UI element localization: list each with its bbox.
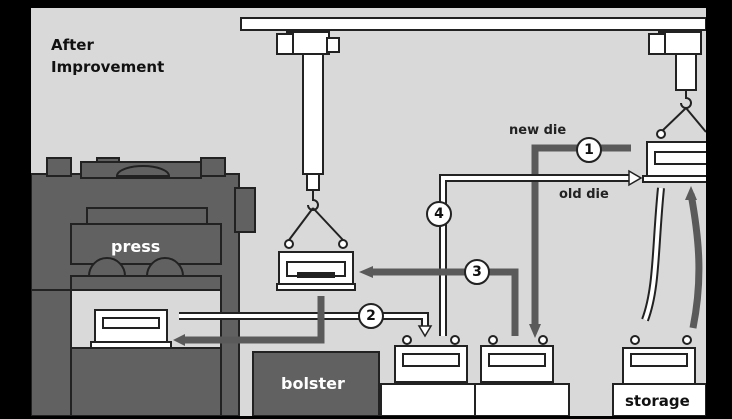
storage-label: storage — [625, 392, 690, 410]
step-4: 4 — [426, 201, 452, 227]
step-2-number: 2 — [366, 308, 376, 324]
press-label: press — [111, 237, 160, 256]
flow-arrow-to-crane — [359, 266, 519, 336]
die-change-diagram: After Improvement — [31, 17, 706, 416]
die-cart-2 — [474, 335, 570, 416]
step-1: 1 — [576, 137, 602, 163]
title-line-2: Improvement — [51, 58, 164, 76]
old-die-label: old die — [559, 187, 609, 202]
flow-arrow-from-press — [173, 296, 433, 346]
crane-hoist-right — [648, 31, 706, 139]
crane-hoist-left — [276, 31, 348, 249]
diagram-frame: After Improvement — [31, 8, 706, 416]
flow-arrow-new-die: new die — [509, 123, 631, 338]
step-4-number: 4 — [434, 206, 444, 222]
flow-arrow-storage — [641, 186, 703, 329]
die-right-crane — [642, 141, 706, 183]
step-1-number: 1 — [584, 142, 594, 158]
bolster: bolster — [70, 347, 380, 416]
crane-rail — [240, 17, 706, 31]
flow-arrow-old-die: old die — [439, 169, 643, 336]
diagram-title: After Improvement — [51, 36, 164, 76]
bolster-label: bolster — [281, 374, 345, 393]
die-on-crane — [276, 251, 356, 291]
title-line-1: After — [51, 36, 94, 54]
storage-area: storage — [612, 335, 706, 416]
new-die-label: new die — [509, 123, 566, 138]
step-2: 2 — [358, 303, 384, 329]
die-cart-1 — [380, 335, 476, 416]
step-3-number: 3 — [472, 264, 482, 280]
step-3: 3 — [464, 259, 490, 285]
die-in-press — [90, 309, 172, 349]
